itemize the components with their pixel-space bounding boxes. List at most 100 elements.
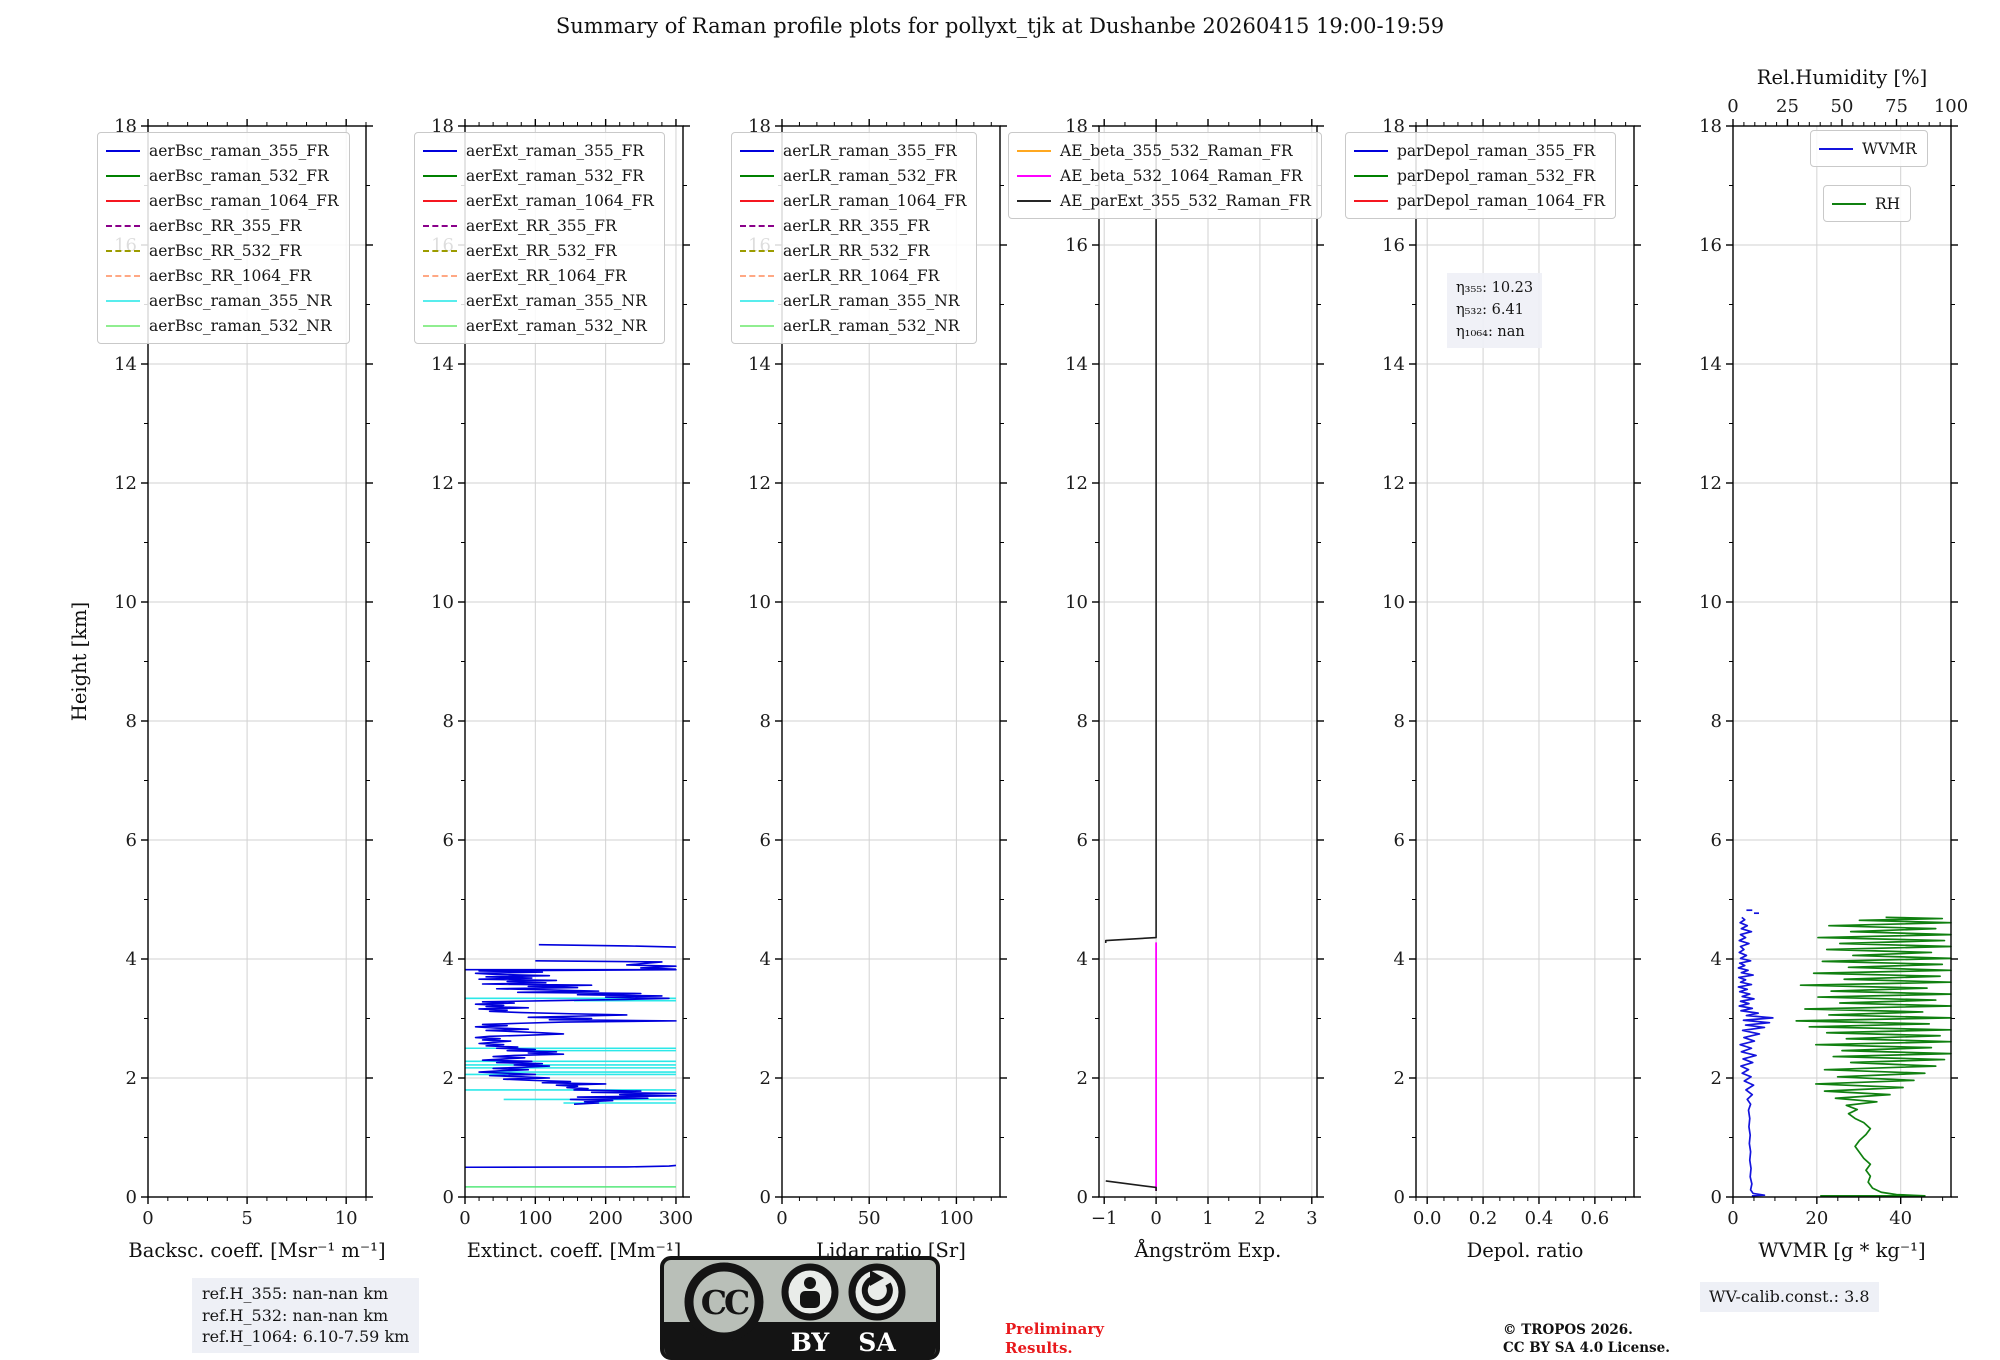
series-aerExt_raman_355_FR <box>535 959 677 970</box>
legend-line-sample <box>740 274 774 277</box>
legend-entry: aerBsc_raman_1064_FR <box>106 188 339 213</box>
legend-line-sample <box>740 199 774 202</box>
series-aerExt_raman_355_FR <box>465 968 677 1105</box>
y-tick-label: 0 <box>1077 1187 1088 1208</box>
legend-line-sample <box>740 324 774 327</box>
legend-entry: aerLR_raman_1064_FR <box>740 188 966 213</box>
copyright-note: © TROPOS 2026. CC BY SA 4.0 License. <box>1503 1322 1670 1357</box>
y-tick-label: 2 <box>1711 1068 1722 1089</box>
legend-line-sample <box>1354 174 1388 177</box>
y-tick-label: 12 <box>748 473 771 494</box>
plot-depol-canvas: 0.0 0.2 0.4 0.6 0 2 4 6 8 10 12 14 16 18 Depol. ratio <box>1382 116 1641 1262</box>
y-tick-label: 14 <box>1699 354 1722 375</box>
y-tick-label: 6 <box>1711 830 1722 851</box>
legend-label: aerLR_RR_355_FR <box>783 216 930 235</box>
annotation-line: η₅₃₂: 6.41 <box>1456 301 1524 318</box>
top-axis-tick-label: 50 <box>1831 96 1854 117</box>
x-axis-label: Extinct. coeff. [Mm⁻¹] <box>467 1239 682 1262</box>
annotation-line: η₁₀₆₄: nan <box>1456 323 1525 340</box>
cc-icon <box>684 1262 764 1342</box>
legend-line-sample <box>1354 199 1388 202</box>
series-AE_parExt_355_532_Raman_FR <box>1104 126 1157 943</box>
share-alike-arrow <box>861 1275 893 1306</box>
legend-label: aerBsc_raman_532_NR <box>149 316 332 335</box>
legend-line-sample <box>423 174 457 177</box>
legend-line-sample <box>740 174 774 177</box>
badge-sa-text: SA <box>858 1328 896 1357</box>
x-axis-label: Ångström Exp. <box>1134 1237 1282 1262</box>
x-tick-label: 0 <box>776 1208 787 1229</box>
series-RH <box>1795 916 1952 1197</box>
legend-wvmr: RH <box>1823 185 1912 222</box>
y-tick-label: 2 <box>126 1068 137 1089</box>
legend-entry: aerExt_raman_355_NR <box>423 288 654 313</box>
x-tick-label: 0.4 <box>1525 1208 1554 1229</box>
y-tick-label: 12 <box>1382 473 1405 494</box>
legend-line-sample <box>740 224 774 227</box>
plot-backscatter: 0510024681012141618Backsc. coeff. [Msr⁻¹… <box>68 116 386 1262</box>
x-tick-label: 0 <box>142 1208 153 1229</box>
y-tick-label: 2 <box>760 1068 771 1089</box>
legend-line-sample <box>1017 174 1051 177</box>
person-body <box>800 1291 820 1308</box>
ref-height-355: ref.H_355: nan-nan km <box>202 1284 389 1303</box>
x-tick-label: 100 <box>518 1208 552 1229</box>
legend-entry: aerExt_raman_355_FR <box>423 138 654 163</box>
y-axis-label: Height [km] <box>68 602 91 721</box>
legend-label: aerBsc_raman_355_NR <box>149 291 332 310</box>
legend-line-sample <box>423 224 457 227</box>
legend-label: parDepol_raman_355_FR <box>1397 141 1596 160</box>
legend-entry: WVMR <box>1819 136 1917 161</box>
top-axis-tick-label: 75 <box>1885 96 1908 117</box>
depol-calibration-annotation: η₃₅₅: 10.23 η₅₃₂: 6.41 η₁₀₆₄: nan <box>1447 273 1543 349</box>
y-tick-label: 12 <box>431 473 454 494</box>
y-tick-label: 2 <box>1077 1068 1088 1089</box>
x-tick-label: 40 <box>1889 1208 1912 1229</box>
legend-label: aerBsc_raman_532_FR <box>149 166 329 185</box>
legend-line-sample <box>423 149 457 152</box>
legend-entry: aerLR_RR_1064_FR <box>740 263 966 288</box>
legend-line-sample <box>423 324 457 327</box>
legend-label: aerBsc_RR_532_FR <box>149 241 302 260</box>
legend-wvmr: WVMR <box>1810 130 1928 167</box>
y-tick-label: 12 <box>1065 473 1088 494</box>
legend-line-sample <box>106 174 140 177</box>
y-tick-label: 6 <box>443 830 454 851</box>
y-tick-label: 0 <box>443 1187 454 1208</box>
wv-calibration-constant: WV-calib.const.: 3.8 <box>1700 1282 1879 1312</box>
y-tick-label: 18 <box>431 116 454 137</box>
legend-line-sample <box>106 299 140 302</box>
y-tick-label: 10 <box>1382 592 1405 613</box>
y-tick-label: 2 <box>443 1068 454 1089</box>
y-tick-label: 8 <box>443 711 454 732</box>
y-tick-label: 16 <box>1065 235 1088 256</box>
legend-line-sample <box>423 249 457 252</box>
y-tick-label: 10 <box>748 592 771 613</box>
legend-label: aerBsc_RR_355_FR <box>149 216 302 235</box>
series-aerExt_raman_355_FR <box>538 943 676 948</box>
x-tick-label: 0 <box>1150 1208 1161 1229</box>
y-tick-label: 6 <box>126 830 137 851</box>
y-tick-label: 4 <box>1394 949 1405 970</box>
y-tick-label: 8 <box>1077 711 1088 732</box>
top-axis-tick-label: 0 <box>1727 96 1738 117</box>
y-tick-label: 14 <box>114 354 137 375</box>
top-axis-tick-label: 25 <box>1776 96 1799 117</box>
legend-entry: RH <box>1832 191 1900 216</box>
legend-label: aerExt_RR_1064_FR <box>466 266 627 285</box>
legend-backscatter: aerBsc_raman_355_FR aerBsc_raman_532_FR ae… <box>97 132 350 344</box>
share-alike-arrowhead <box>870 1270 884 1286</box>
y-tick-label: 2 <box>1394 1068 1405 1089</box>
person-head <box>804 1277 816 1289</box>
plot-wvmr: 0 20 40 0 2 4 6 8 10 12 14 16 18 WVMR [g * kg⁻¹] 0 25 50… <box>1699 66 1968 1262</box>
y-tick-label: 0 <box>760 1187 771 1208</box>
series-AE_parExt_355_532_Raman_FR <box>1105 1180 1157 1192</box>
x-tick-label: 1 <box>1202 1208 1213 1229</box>
y-tick-label: 8 <box>760 711 771 732</box>
legend-label: aerExt_raman_1064_FR <box>466 191 654 210</box>
legend-label: AE_beta_532_1064_Raman_FR <box>1060 166 1303 185</box>
legend-line-sample <box>106 249 140 252</box>
x-tick-label: 300 <box>659 1208 693 1229</box>
figure-title: Summary of Raman profile plots for polly… <box>555 14 1445 38</box>
